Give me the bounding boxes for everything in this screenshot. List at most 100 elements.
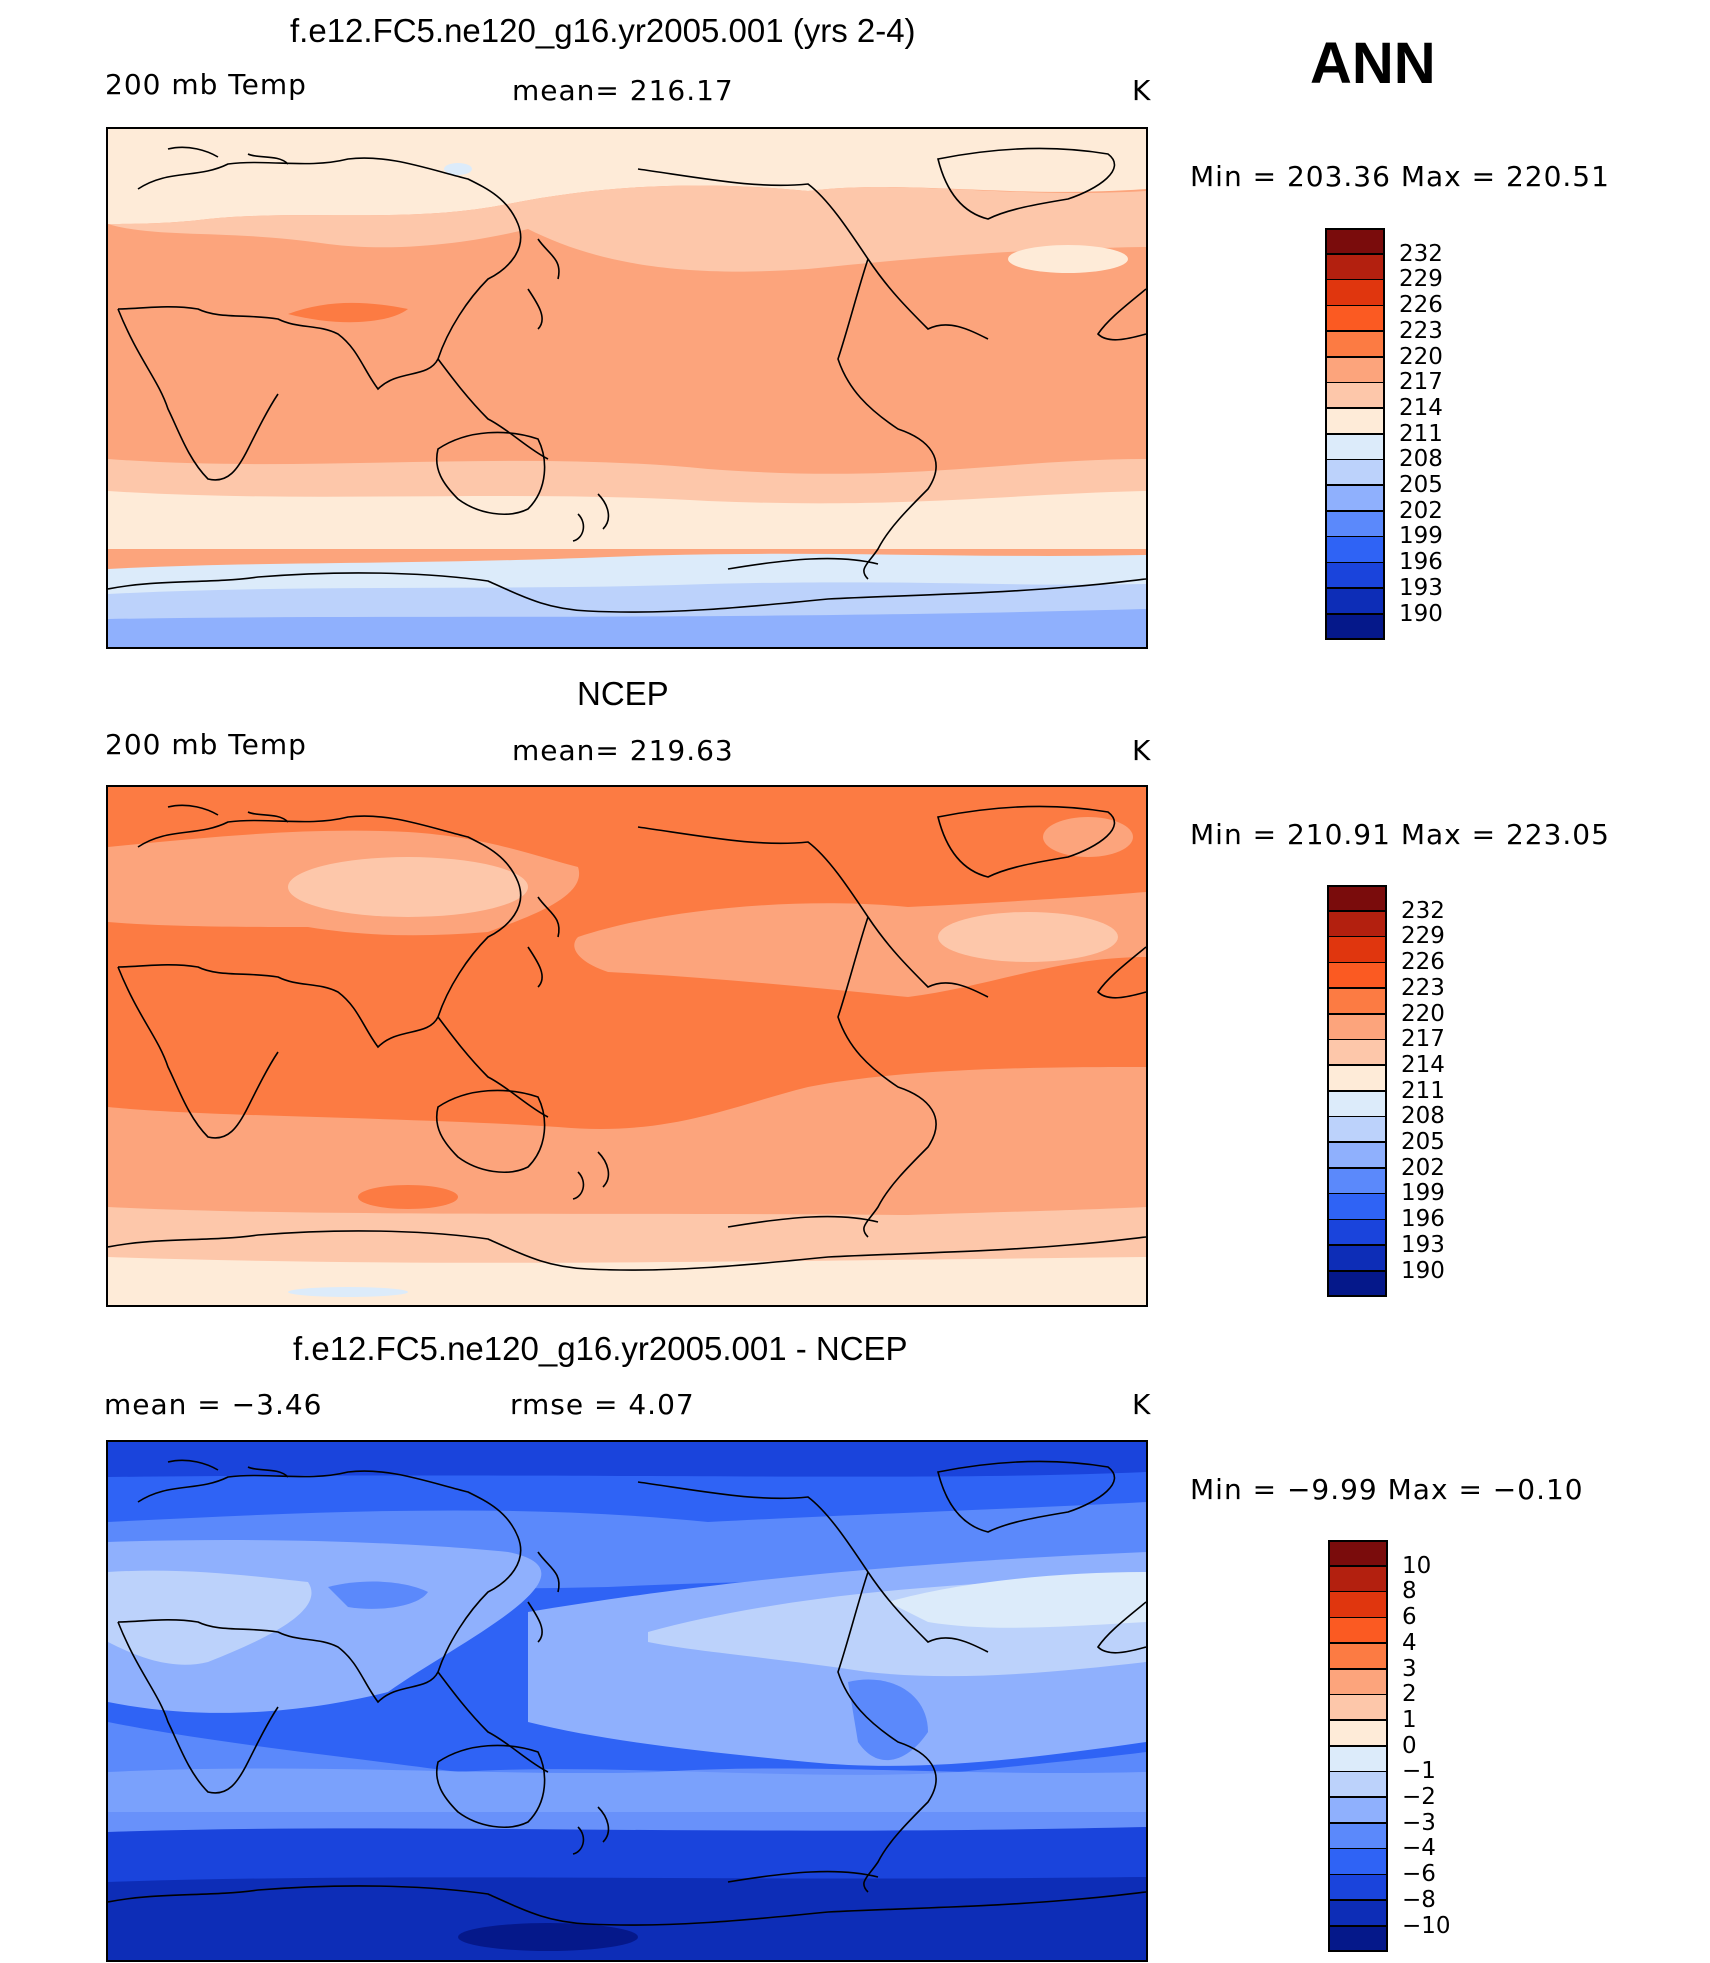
colorbar-box <box>1325 407 1385 435</box>
colorbar-tick-label: −1 <box>1402 1758 1436 1785</box>
panel1-map <box>106 127 1148 649</box>
season-label: ANN <box>1310 31 1436 96</box>
colorbar-tick-label: 232 <box>1401 897 1445 924</box>
colorbar-tick-label: 6 <box>1402 1604 1417 1631</box>
colorbar-box <box>1327 962 1387 989</box>
colorbar-tick-label: 10 <box>1402 1552 1432 1579</box>
colorbar-tick-label: 229 <box>1401 923 1445 950</box>
colorbar-tick-label: 193 <box>1399 574 1443 601</box>
colorbar-tick-label: 3 <box>1402 1655 1417 1682</box>
colorbar-tick-label: 211 <box>1399 420 1443 447</box>
colorbar-tick-label: 211 <box>1401 1077 1445 1104</box>
colorbar-tick-label: 0 <box>1402 1732 1417 1759</box>
colorbar-box <box>1328 1797 1388 1824</box>
colorbar-box <box>1327 936 1387 963</box>
colorbar-box <box>1327 1219 1387 1246</box>
colorbar-box <box>1325 305 1385 332</box>
colorbar-box <box>1325 279 1385 306</box>
colorbar-tick-label: 193 <box>1401 1231 1445 1258</box>
colorbar-tick-label: 8 <box>1402 1578 1417 1605</box>
colorbar-box <box>1328 1540 1388 1567</box>
colorbar-tick-label: 202 <box>1401 1154 1445 1181</box>
colorbar-tick-label: 220 <box>1401 1000 1445 1027</box>
panel2-mean-label: mean= 219.63 <box>512 734 734 767</box>
panel1-title: f.e12.FC5.ne120_g16.yr2005.001 (yrs 2-4) <box>290 12 916 49</box>
colorbar-box <box>1328 1617 1388 1644</box>
colorbar-box <box>1325 330 1385 357</box>
colorbar-box <box>1327 1167 1387 1194</box>
colorbar-tick-label: 2 <box>1402 1681 1417 1708</box>
colorbar-box <box>1325 587 1385 614</box>
colorbar-box <box>1328 1874 1388 1901</box>
colorbar-tick-label: 199 <box>1401 1180 1445 1207</box>
colorbar-tick-label: −6 <box>1402 1861 1436 1888</box>
colorbar-tick-label: 217 <box>1401 1026 1445 1053</box>
colorbar-tick-label: 1 <box>1402 1706 1417 1733</box>
colorbar-box <box>1328 1925 1388 1952</box>
colorbar-tick-label: 196 <box>1401 1206 1445 1233</box>
panel1-units-label: K <box>1132 74 1152 107</box>
colorbar-box <box>1327 987 1387 1014</box>
colorbar-box <box>1325 228 1385 255</box>
colorbar-box <box>1325 433 1385 460</box>
panel1-mean-label: mean= 216.17 <box>512 74 734 107</box>
panel3-units-label: K <box>1132 1388 1152 1421</box>
colorbar-tick-label: 199 <box>1399 523 1443 550</box>
colorbar-tick-label: −10 <box>1402 1912 1451 1939</box>
colorbar-box <box>1327 910 1387 937</box>
colorbar-tick-label: 202 <box>1399 497 1443 524</box>
panel2-title: NCEP <box>577 675 669 712</box>
panel2-map <box>106 785 1148 1307</box>
colorbar-tick-label: 4 <box>1402 1629 1417 1656</box>
colorbar-box <box>1328 1565 1388 1592</box>
colorbar-tick-label: 226 <box>1399 292 1443 319</box>
colorbar-box <box>1327 1270 1387 1297</box>
colorbar-box <box>1328 1642 1388 1669</box>
colorbar-tick-label: 196 <box>1399 549 1443 576</box>
panel3-mean-label: mean = −3.46 <box>104 1388 323 1421</box>
colorbar-box <box>1325 382 1385 409</box>
panel1-variable-label: 200 mb Temp <box>105 68 307 101</box>
colorbar-tick-label: −3 <box>1402 1809 1436 1836</box>
colorbar-tick-label: 190 <box>1401 1257 1445 1284</box>
colorbar-box <box>1328 1591 1388 1618</box>
panel3-title: f.e12.FC5.ne120_g16.yr2005.001 - NCEP <box>293 1330 908 1367</box>
colorbar-box <box>1325 356 1385 383</box>
colorbar-tick-label: 223 <box>1399 317 1443 344</box>
colorbar-box <box>1327 1090 1387 1117</box>
colorbar-tick-label: −4 <box>1402 1835 1436 1862</box>
colorbar-box <box>1325 536 1385 563</box>
colorbar-tick-label: 190 <box>1399 600 1443 627</box>
colorbar-box <box>1327 1039 1387 1066</box>
colorbar-box <box>1328 1899 1388 1926</box>
colorbar-box <box>1325 485 1385 512</box>
colorbar-box <box>1327 1142 1387 1169</box>
colorbar-tick-label: 205 <box>1401 1129 1445 1155</box>
colorbar-box <box>1325 613 1385 640</box>
panel2-variable-label: 200 mb Temp <box>105 728 307 761</box>
panel2-units-label: K <box>1132 734 1152 767</box>
panel3-minmax-label: Min = −9.99 Max = −0.10 <box>1190 1473 1584 1506</box>
colorbar-box <box>1327 1193 1387 1220</box>
colorbar-tick-label: −2 <box>1402 1784 1436 1810</box>
colorbar-tick-label: 217 <box>1399 369 1443 396</box>
colorbar-box <box>1328 1668 1388 1695</box>
panel2-minmax-label: Min = 210.91 Max = 223.05 <box>1190 818 1610 851</box>
colorbar-tick-label: 214 <box>1399 394 1443 421</box>
colorbar-box <box>1327 1064 1387 1092</box>
panel3-rmse-label: rmse = 4.07 <box>510 1388 695 1421</box>
panel3-map <box>106 1440 1148 1962</box>
colorbar-box <box>1327 1116 1387 1143</box>
colorbar-tick-label: 223 <box>1401 974 1445 1001</box>
colorbar-tick-label: 205 <box>1399 472 1443 498</box>
colorbar-box <box>1325 253 1385 280</box>
colorbar-tick-label: 220 <box>1399 343 1443 370</box>
colorbar-box <box>1325 510 1385 537</box>
colorbar-tick-label: 229 <box>1399 266 1443 293</box>
colorbar-box <box>1328 1694 1388 1721</box>
colorbar-tick-label: 208 <box>1401 1103 1445 1130</box>
colorbar-box <box>1327 1013 1387 1040</box>
colorbar-tick-label: −8 <box>1402 1886 1436 1913</box>
colorbar-box <box>1325 459 1385 486</box>
colorbar-tick-label: 214 <box>1401 1051 1445 1078</box>
